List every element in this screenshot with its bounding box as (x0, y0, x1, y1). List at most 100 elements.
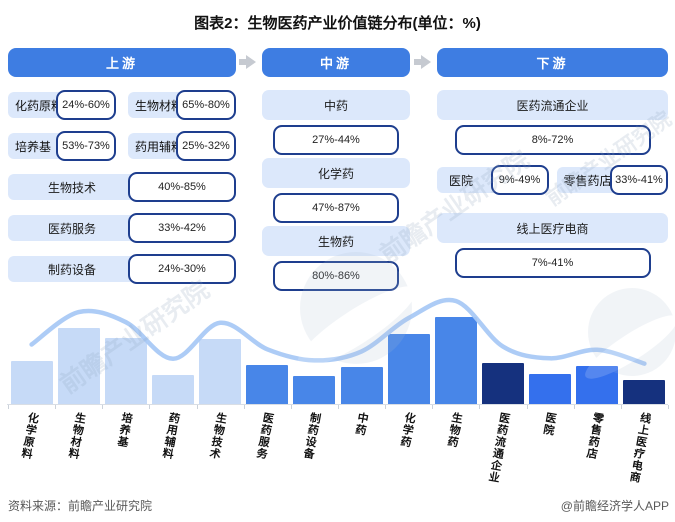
flow-item-label: 制药设备 (47, 262, 96, 277)
flow-item-label: 中药 (262, 90, 410, 120)
flow-item: 化药原料 24%-60% (8, 90, 116, 120)
x-label-线上医疗电商: 线上医疗电商 (627, 411, 653, 485)
axis-tick (432, 405, 434, 409)
flow-item: 药用辅料 25%-32% (128, 131, 236, 161)
bar-中药 (340, 367, 383, 405)
flow-column-upstream: 上游 化药原料 24%-60% 生物材料 65%-80% 培养基 53%-73%… (8, 48, 236, 295)
flow-item-label: 医院 (449, 173, 474, 188)
flow-range-box: 24%-30% (128, 254, 236, 284)
flow-item-label: 生物技术 (47, 180, 96, 195)
bar-chart-plot (8, 290, 668, 405)
x-label-医药服务: 医药服务 (254, 411, 275, 461)
flow-range-box: 25%-32% (176, 131, 236, 161)
flow-item-label: 零售药店 (563, 173, 612, 188)
flow-range-box: 65%-80% (176, 90, 236, 120)
x-label-中药: 中药 (352, 411, 369, 437)
flow-item: 医院 9%-49% (437, 165, 549, 195)
x-label-生物技术: 生物技术 (207, 411, 228, 461)
bar-化学原料 (10, 360, 53, 405)
flow-range-box: 27%-44% (273, 125, 399, 155)
flow-arrow-icon (414, 55, 431, 69)
flow-item-label: 生物药 (262, 226, 410, 256)
x-label-生物药: 生物药 (444, 411, 464, 449)
flow-item: 医药服务 33%-42% (8, 213, 236, 243)
arrow-head (421, 55, 431, 69)
x-label-生物材料: 生物材料 (65, 411, 87, 461)
axis-tick (526, 405, 528, 409)
arrow-stem (414, 59, 421, 65)
flow-column-downstream: 下游 医药流通企业 8%-72% 医院 9%-49% 零售药店 33%-41% … (437, 48, 668, 288)
x-label-化学药: 化学药 (397, 411, 416, 449)
source-note: 资料来源：前瞻产业研究院 (8, 499, 153, 513)
bar-医院 (529, 374, 572, 405)
bar-医药服务 (246, 365, 289, 405)
bar-生物材料 (57, 328, 100, 405)
bar-化学药 (387, 334, 430, 405)
axis-tick (668, 405, 669, 409)
flow-item-label: 线上医疗电商 (437, 213, 668, 243)
flow-row: 医院 9%-49% 零售药店 33%-41% (437, 165, 668, 195)
axis-tick (55, 405, 57, 409)
axis-tick (243, 405, 245, 409)
flow-item-label: 医药服务 (47, 221, 96, 236)
flow-item-label: 药用辅料 (135, 139, 184, 154)
bar-药用辅料 (152, 374, 194, 405)
axis-tick (385, 405, 387, 409)
arrow-stem (239, 59, 246, 65)
axis-tick (290, 405, 292, 409)
bar-线上医疗电商 (623, 379, 666, 405)
axis-tick (620, 405, 622, 409)
flow-range-box: 33%-41% (610, 165, 668, 195)
bar-零售药店 (576, 365, 619, 405)
flow-range-box: 8%-72% (454, 125, 651, 155)
flow-range-box: 47%-87% (273, 193, 399, 223)
x-axis-line (7, 404, 668, 405)
flow-row: 化药原料 24%-60% 生物材料 65%-80% (8, 90, 236, 120)
flow-range-box: 40%-85% (128, 172, 236, 202)
bar-医药流通企业 (482, 362, 524, 405)
flow-range-box: 33%-42% (128, 213, 236, 243)
figure-title: 图表2：生物医药产业价值链分布(单位：%) (194, 15, 481, 32)
axis-tick (479, 405, 481, 409)
arrow-head (246, 55, 256, 69)
x-label-培养基: 培养基 (114, 411, 134, 449)
bar-生物药 (434, 317, 477, 405)
flow-item: 制药设备 24%-30% (8, 254, 236, 284)
flow-row: 培养基 53%-73% 药用辅料 25%-32% (8, 131, 236, 161)
axis-tick (102, 405, 104, 409)
flow-header-downstream: 下游 (437, 48, 668, 77)
axis-tick (196, 405, 198, 409)
flow-range-box: 53%-73% (56, 131, 116, 161)
x-label-药用辅料: 药用辅料 (160, 411, 181, 461)
axis-tick (573, 405, 575, 409)
flow-header-midstream: 中游 (262, 48, 410, 77)
flow-item-label: 生物材料 (135, 98, 184, 113)
axis-tick (8, 405, 9, 409)
flow-range-box: 24%-60% (56, 90, 116, 120)
axis-tick (149, 405, 151, 409)
flow-range-box: 7%-41% (454, 248, 651, 278)
flow-header-upstream: 上游 (8, 48, 236, 77)
flow-range-box: 80%-86% (273, 261, 399, 291)
x-label-化学原料: 化学原料 (18, 411, 39, 461)
flow-item-label: 化药原料 (15, 98, 64, 113)
x-label-医药流通企业: 医药流通企业 (486, 411, 511, 485)
flow-item: 培养基 53%-73% (8, 131, 116, 161)
flow-arrow-icon (239, 55, 256, 69)
x-axis-labels: 化学原料 生物材料 培养基 药用辅料 生物技术 医药服务 制药设备 中药 化学药 生物药 医药流通企… (0, 411, 675, 494)
x-label-零售药店: 零售药店 (584, 411, 605, 461)
x-label-医院: 医院 (541, 411, 558, 437)
bar-生物技术 (199, 338, 242, 405)
flow-range-box: 9%-49% (490, 165, 549, 195)
flow-item: 生物技术 40%-85% (8, 172, 236, 202)
flow-item: 生物材料 65%-80% (128, 90, 236, 120)
credit-note: @前瞻经济学人APP (560, 499, 669, 513)
axis-tick (338, 405, 339, 409)
flow-item-label: 培养基 (15, 139, 52, 154)
x-label-制药设备: 制药设备 (301, 411, 322, 461)
flow-item-label: 医药流通企业 (437, 90, 668, 120)
bar-制药设备 (293, 376, 336, 405)
flow-item-label: 化学药 (262, 158, 410, 188)
bar-培养基 (104, 338, 147, 405)
